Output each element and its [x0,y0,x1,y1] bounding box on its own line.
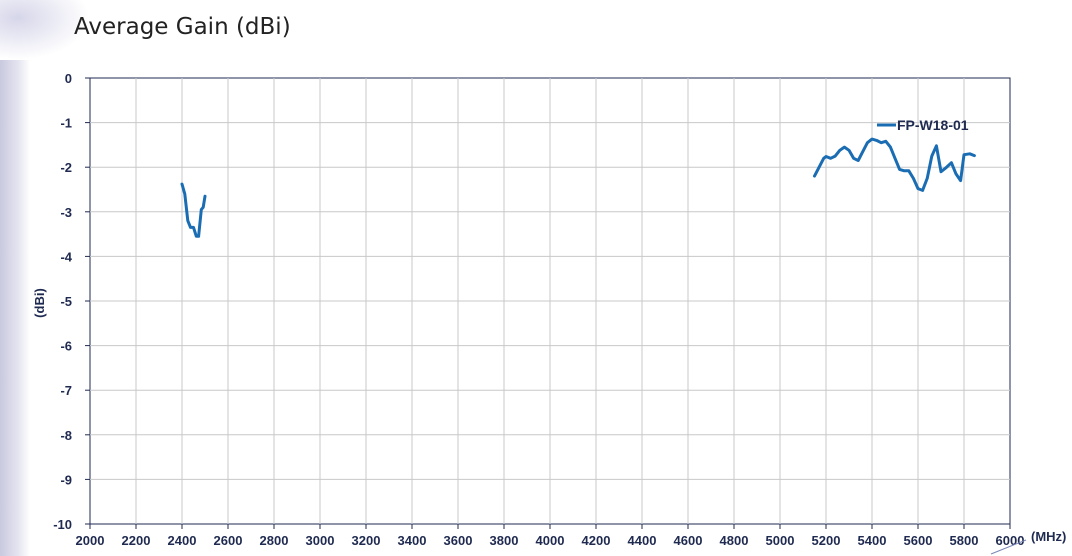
legend: FP-W18-01 [877,117,969,133]
x-axis-label: (MHz) [1031,529,1066,544]
x-tick-label: 3000 [306,533,335,548]
x-tick-label: 3400 [398,533,427,548]
y-tick-labels: 0 -1 -2 -3 -4 -5 -6 -7 -8 -9 -10 [53,71,73,532]
y-tick-label: 0 [65,71,72,86]
y-tick-label: -6 [60,339,72,354]
x-tick-label: 2000 [76,533,105,548]
page-title: Average Gain (dBi) [74,14,291,40]
series-line [813,137,976,192]
legend-label: FP-W18-01 [897,117,969,133]
y-tick-label: -9 [60,472,72,487]
gridlines [85,77,1011,529]
x-tick-label: 4400 [628,533,657,548]
x-tick-label: 2200 [122,533,151,548]
x-tick-label: 4000 [536,533,565,548]
x-tick-label: 3800 [490,533,519,548]
x-tick-label: 2600 [214,533,243,548]
x-tick-label: 2800 [260,533,289,548]
x-tick-labels: 2000 2200 2400 2600 2800 3000 3200 3400 3600 3800… [76,533,1025,548]
y-tick-label: -8 [60,428,72,443]
x-axis-label-leader [990,539,1027,555]
x-tick-label: 5200 [812,533,841,548]
series-lines [180,137,976,238]
background-strip [0,0,30,556]
y-tick-label: -1 [60,116,72,131]
y-tick-label: -5 [60,294,72,309]
x-tick-label: 6000 [996,533,1025,548]
x-tick-label: 3200 [352,533,381,548]
x-tick-label: 5800 [950,533,979,548]
x-tick-label: 4600 [674,533,703,548]
x-tick-label: 4200 [582,533,611,548]
x-tick-label: 2400 [168,533,197,548]
y-tick-label: -10 [53,517,72,532]
y-tick-label: -7 [60,383,72,398]
x-tick-label: 3600 [444,533,473,548]
x-tick-label: 5400 [858,533,887,548]
y-tick-label: -4 [60,249,72,264]
x-tick-label: 4800 [720,533,749,548]
y-axis-label: (dBi) [32,288,47,318]
background-decoration [0,0,90,60]
series-line [180,182,207,238]
x-tick-label: 5000 [766,533,795,548]
x-tick-label: 5600 [904,533,933,548]
y-tick-label: -2 [60,160,72,175]
y-tick-label: -3 [60,205,72,220]
